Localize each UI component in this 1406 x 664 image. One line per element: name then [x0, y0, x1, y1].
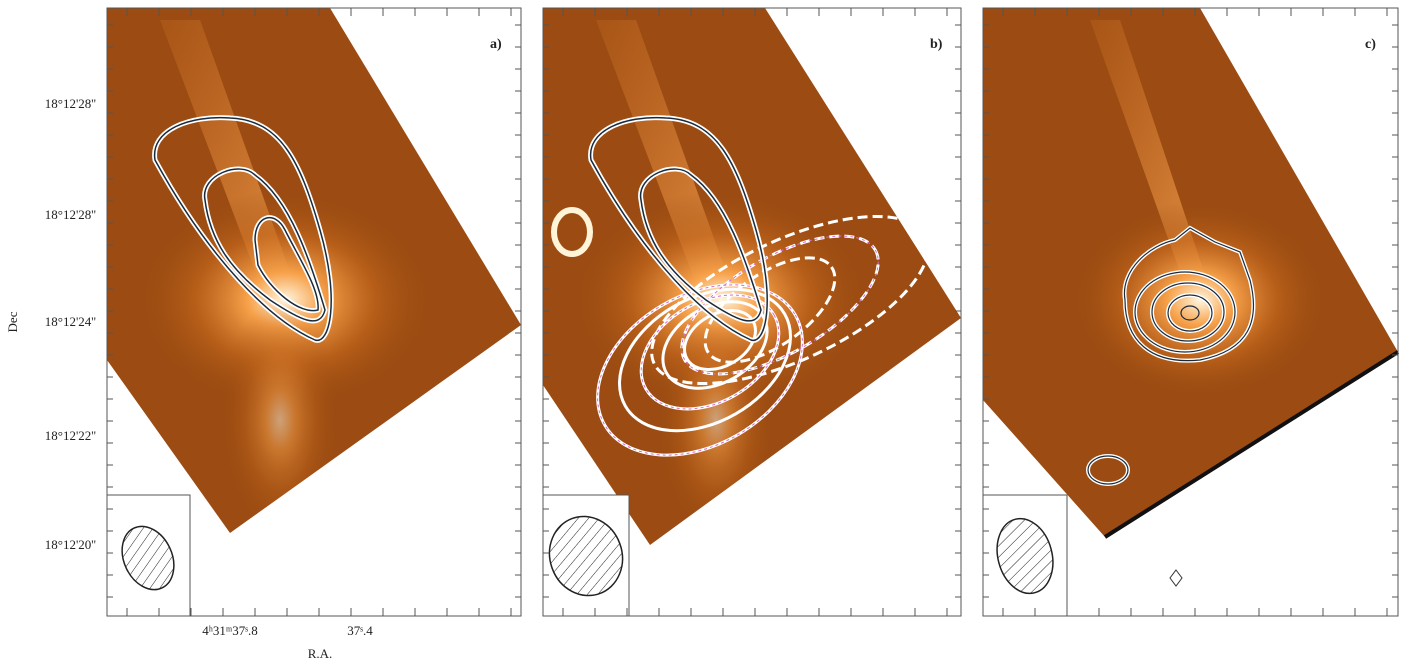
panel-b: b) [542, 7, 962, 617]
panel-label: b) [930, 37, 943, 52]
panel-a: a) [106, 7, 522, 617]
y-axis-label: Dec [5, 311, 20, 332]
y-tick-label: 18°12'28'' [45, 96, 96, 111]
panel-label: a) [490, 37, 502, 52]
y-tick-label: 18°12'22'' [45, 428, 96, 443]
x-tick-label: 4ʰ31ᵐ37ˢ.8 [202, 623, 258, 638]
panel-c: c) [982, 7, 1400, 617]
y-tick-label: 18°12'24'' [45, 314, 96, 329]
y-tick-label: 18°12'28'' [45, 207, 96, 222]
y-tick-label: 18°12'20'' [45, 537, 96, 552]
x-tick-label: 37ˢ.4 [347, 623, 373, 638]
panel-label: c) [1365, 37, 1376, 52]
x-axis-label: R.A. [308, 646, 333, 661]
